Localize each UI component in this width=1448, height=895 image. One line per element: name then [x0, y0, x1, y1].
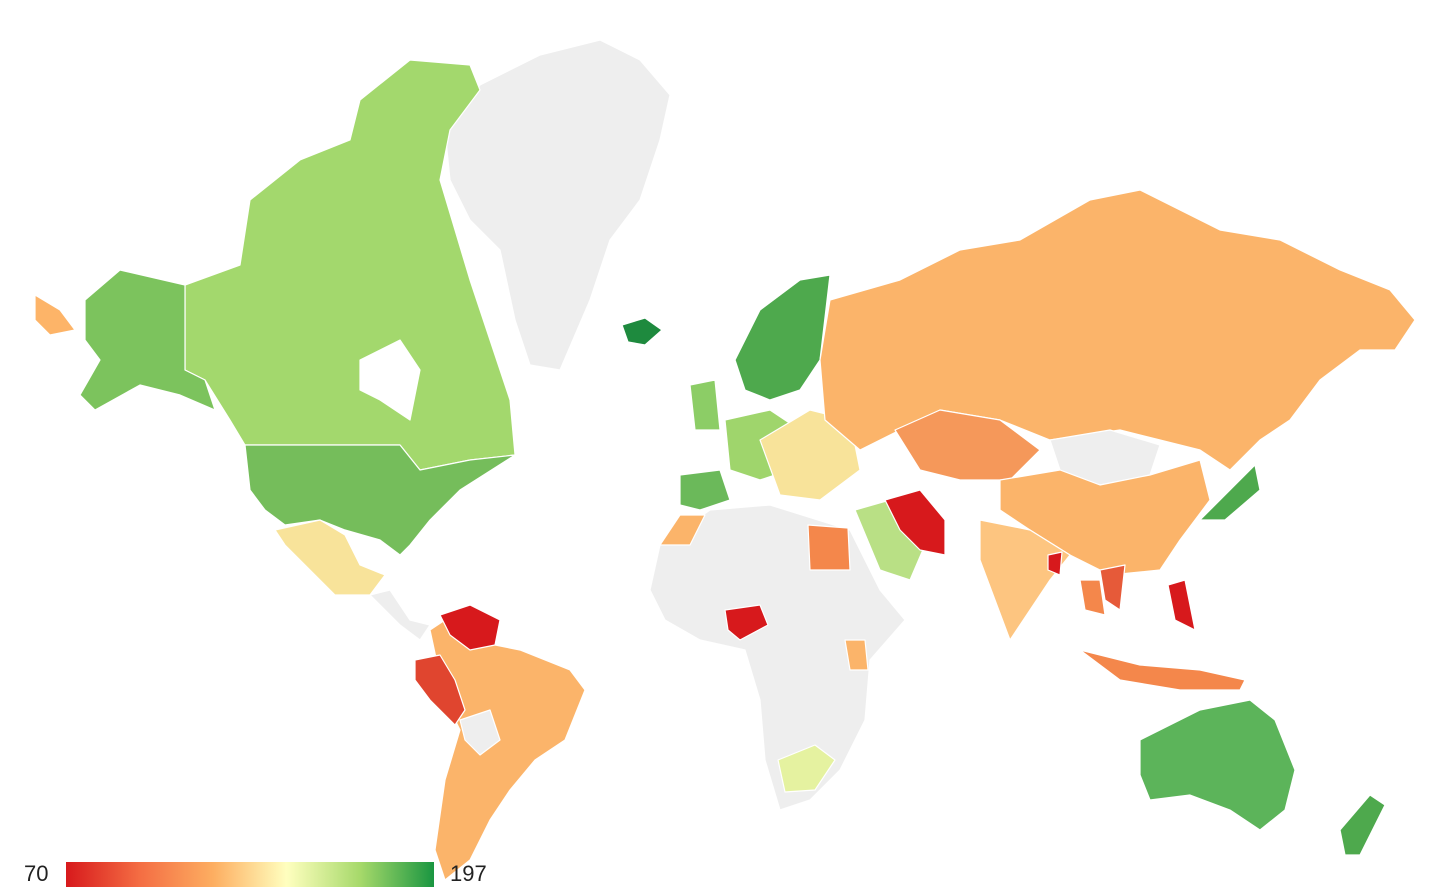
country — [679, 469, 731, 511]
color-legend: 70 197 — [24, 861, 487, 887]
country — [1099, 564, 1126, 611]
country — [1339, 794, 1386, 856]
country — [1167, 579, 1196, 631]
country — [1139, 699, 1296, 831]
country — [34, 294, 76, 336]
country — [759, 409, 861, 501]
country — [414, 654, 466, 726]
country — [621, 317, 663, 346]
country — [369, 589, 431, 641]
country — [724, 604, 769, 641]
legend-bar — [66, 862, 434, 887]
country — [1199, 464, 1261, 521]
country — [444, 39, 671, 371]
countries — [34, 39, 1416, 881]
country — [734, 274, 831, 401]
country — [439, 604, 501, 651]
country — [1079, 649, 1246, 691]
lake — [359, 339, 421, 421]
country — [459, 709, 501, 756]
country — [777, 744, 836, 793]
country — [689, 379, 721, 431]
country — [807, 524, 851, 571]
country — [1047, 551, 1063, 576]
country — [659, 514, 706, 546]
country — [884, 489, 946, 556]
country — [894, 409, 1041, 481]
country — [844, 639, 869, 671]
legend-max: 197 — [450, 861, 487, 886]
country — [979, 519, 1071, 641]
country — [854, 499, 926, 581]
country — [649, 504, 906, 811]
country — [429, 619, 586, 881]
country — [1079, 579, 1106, 616]
country — [244, 444, 516, 556]
legend-min: 70 — [24, 861, 48, 886]
country — [184, 59, 516, 471]
country — [79, 269, 216, 411]
country — [274, 519, 386, 596]
